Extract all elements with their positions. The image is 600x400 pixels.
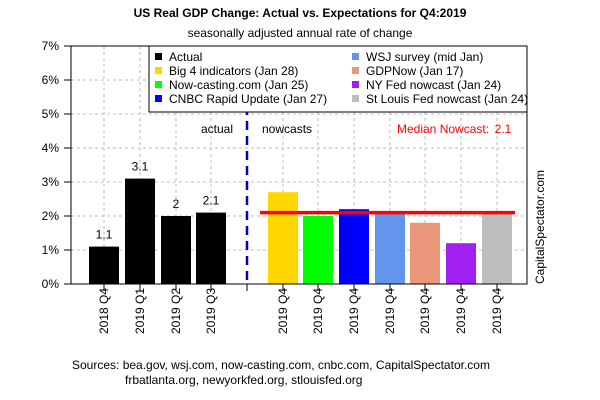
y-tick-label: 0%	[42, 277, 60, 291]
chart-subtitle: seasonally adjusted annual rate of chang…	[188, 26, 413, 40]
bar	[196, 212, 226, 284]
nowcasts-section-label: nowcasts	[262, 122, 312, 136]
x-tick-label: 2019 Q1	[133, 288, 147, 334]
bar	[89, 246, 119, 284]
legend-swatch	[352, 95, 359, 102]
y-tick-label: 7%	[42, 39, 60, 53]
y-tick-label: 1%	[42, 243, 60, 257]
x-tick-label: 2019 Q4	[383, 288, 397, 334]
legend-label: Now-casting.com (Jan 25)	[169, 78, 308, 92]
legend-swatch	[155, 67, 162, 74]
y-tick-label: 2%	[42, 209, 60, 223]
bar	[303, 216, 333, 284]
bar	[446, 243, 476, 284]
median-nowcast-label: Median Nowcast:	[397, 122, 489, 136]
x-tick-label: 2019 Q4	[311, 288, 325, 334]
sources-line-2: frbatlanta.org, newyorkfed.org, stlouisf…	[125, 373, 362, 387]
bar	[375, 212, 405, 284]
legend-label: St Louis Fed nowcast (Jan 24)	[366, 92, 528, 106]
legend-label: Big 4 indicators (Jan 28)	[169, 64, 298, 78]
median-nowcast-value: 2.1	[495, 122, 512, 136]
y-axis: 0% 1% 2% 3% 4% 5% 6% 7%	[42, 39, 71, 291]
legend-label: CNBC Rapid Update (Jan 27)	[169, 92, 327, 106]
x-tick-label: 2018 Q4	[97, 288, 111, 334]
x-tick-label: 2019 Q4	[347, 288, 361, 334]
x-tick-label: 2019 Q3	[204, 288, 218, 334]
legend-box	[148, 45, 528, 113]
bar	[410, 222, 440, 284]
bar-value-label: 1.1	[96, 228, 113, 242]
legend-swatch	[155, 95, 162, 102]
legend-swatch	[352, 53, 359, 60]
y-tick-label: 3%	[42, 175, 60, 189]
legend-swatch	[155, 53, 162, 60]
watermark: CapitalSpectator.com	[533, 170, 547, 284]
y-tick-label: 5%	[42, 107, 60, 121]
x-tick-label: 2019 Q4	[490, 288, 504, 334]
bar-value-label: 2.1	[203, 194, 220, 208]
y-tick-label: 6%	[42, 73, 60, 87]
legend-label: Actual	[169, 50, 202, 64]
x-tick-label: 2019 Q4	[418, 288, 432, 334]
bar	[161, 216, 191, 284]
bars: 1.1 3.1 2 2.1	[89, 160, 512, 284]
sources-line-1: Sources: bea.gov, wsj.com, now-casting.c…	[72, 358, 490, 372]
legend-label: NY Fed nowcast (Jan 24)	[366, 78, 501, 92]
legend-swatch	[352, 67, 359, 74]
bar	[268, 192, 298, 284]
x-tick-label: 2019 Q4	[454, 288, 468, 334]
x-axis: 2018 Q4 2019 Q1 2019 Q2 2019 Q3 2019 Q4 2019 …	[97, 284, 504, 334]
bar	[482, 212, 512, 284]
actual-section-label: actual	[201, 122, 233, 136]
bar	[339, 209, 369, 284]
legend-label: WSJ survey (mid Jan)	[366, 50, 483, 64]
legend-label: GDPNow (Jan 17)	[366, 64, 463, 78]
legend-swatch	[352, 81, 359, 88]
bar-value-label: 2	[173, 197, 180, 211]
x-tick-label: 2019 Q2	[169, 288, 183, 334]
bar-value-label: 3.1	[132, 160, 149, 174]
y-tick-label: 4%	[42, 141, 60, 155]
legend-swatch	[155, 81, 162, 88]
bar	[125, 178, 155, 284]
x-tick-label: 2019 Q4	[276, 288, 290, 334]
plot-frame	[70, 45, 528, 285]
chart-title: US Real GDP Change: Actual vs. Expectati…	[134, 6, 467, 20]
